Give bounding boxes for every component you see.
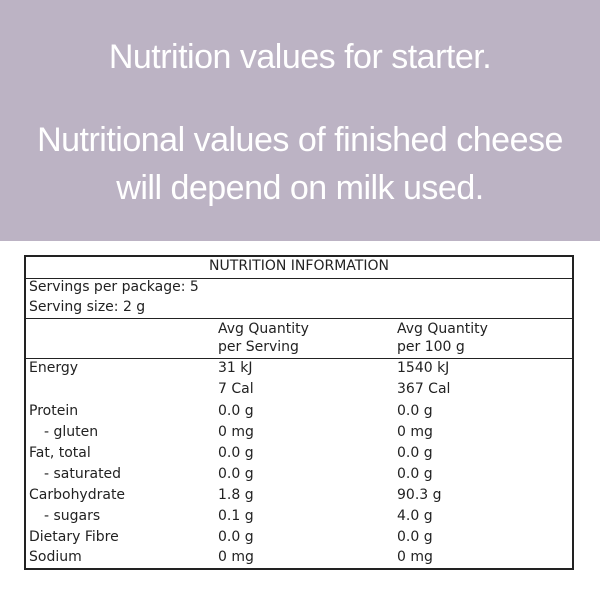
per-100g-value: 0.0 g [397, 529, 433, 545]
per-serving-header: Avg Quantity [218, 321, 309, 337]
divider [26, 318, 572, 319]
per-serving-value: 0 mg [218, 549, 254, 565]
per-100g-value: 90.3 g [397, 487, 442, 503]
per-100g-value: 4.0 g [397, 508, 433, 524]
nutrient-label: Energy [29, 360, 79, 376]
per-100g-value: 0 mg [397, 424, 433, 440]
banner-line-milk: will depend on milk used. [116, 169, 484, 207]
banner-line-starter: Nutrition values for starter. [108, 38, 492, 76]
servings-per-package: Servings per package: 5 [29, 279, 199, 295]
per-serving-value: 0.0 g [218, 403, 254, 419]
per-serving-subheader: per Serving [218, 339, 299, 355]
per-serving-value: 0.1 g [218, 508, 254, 524]
nutrient-label: Protein [29, 403, 79, 419]
nutrient-label: Sodium [29, 549, 82, 565]
nutrient-label: - gluten [44, 424, 99, 440]
per-serving-value: 1.8 g [218, 487, 254, 503]
per-100g-value: 367 Cal [397, 381, 451, 397]
per-100g-value: 0.0 g [397, 445, 433, 461]
per-serving-value: 0 mg [218, 424, 254, 440]
nutrient-label: Fat, total [29, 445, 91, 461]
nutrition-title: NUTRITION INFORMATION [209, 258, 389, 274]
per-100g-header: Avg Quantity [397, 321, 488, 337]
per-serving-value: 31 kJ [218, 360, 253, 376]
nutrient-label: Carbohydrate [29, 487, 126, 503]
per-serving-value: 0.0 g [218, 445, 254, 461]
per-100g-value: 0.0 g [397, 403, 433, 419]
per-serving-value: 0.0 g [218, 466, 254, 482]
per-100g-value: 1540 kJ [397, 360, 450, 376]
per-100g-subheader: per 100 g [397, 339, 465, 355]
per-100g-value: 0 mg [397, 549, 433, 565]
banner-line-finished-cheese: Nutritional values of finished cheese [37, 121, 563, 159]
nutrient-label: - saturated [44, 466, 122, 482]
per-100g-value: 0.0 g [397, 466, 433, 482]
nutrient-label: Dietary Fibre [29, 529, 119, 545]
nutrient-label: - sugars [44, 508, 101, 524]
divider [26, 278, 572, 279]
nutrition-panel: NUTRITION INFORMATION Servings per packa… [24, 255, 574, 570]
divider [26, 358, 572, 359]
per-serving-value: 7 Cal [218, 381, 254, 397]
notice-banner: Nutrition values for starter. Nutritiona… [0, 0, 600, 241]
serving-size: Serving size: 2 g [29, 299, 146, 315]
per-serving-value: 0.0 g [218, 529, 254, 545]
